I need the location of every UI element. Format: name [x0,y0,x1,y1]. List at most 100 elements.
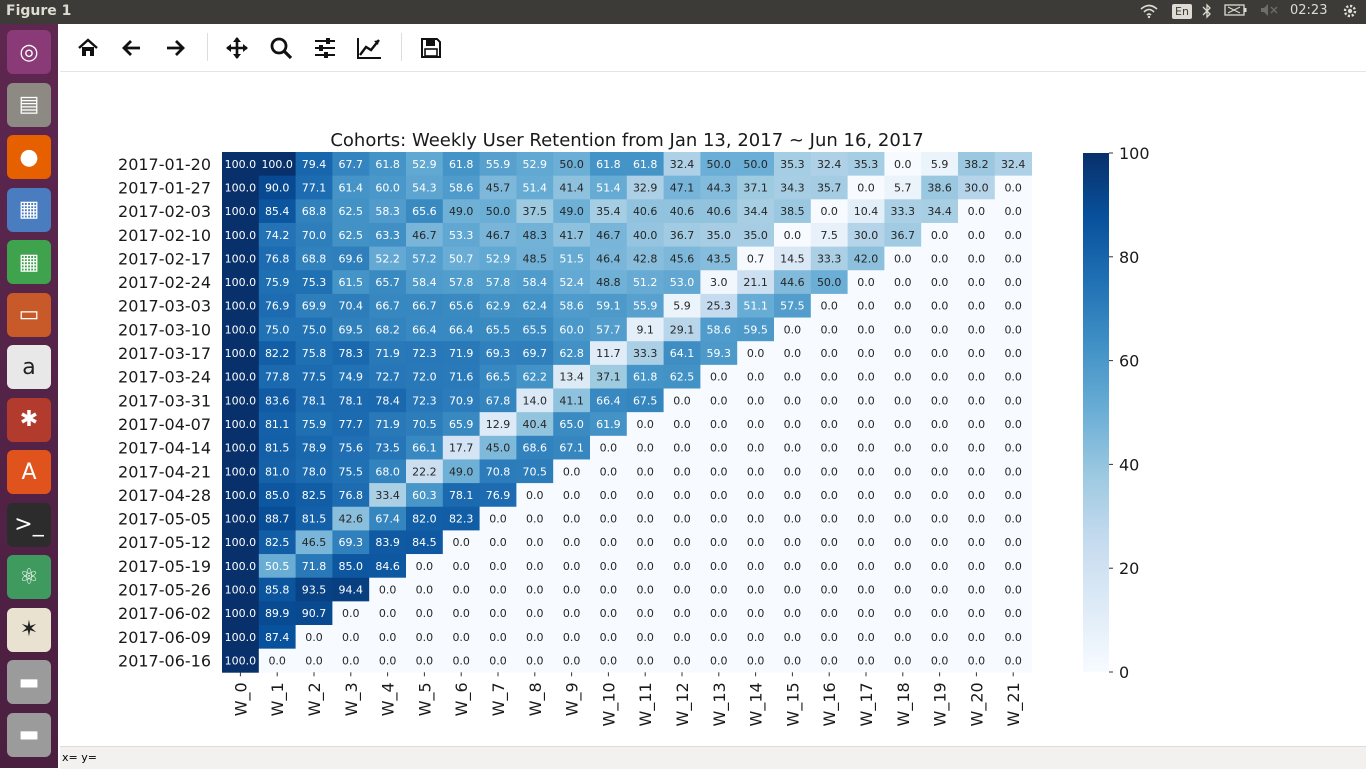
amazon-icon[interactable]: a [7,345,51,389]
cell-value-label: 74.2 [265,229,290,242]
heatmap-cell [369,152,407,177]
heatmap-cell [553,246,591,271]
heatmap-cell [553,152,591,177]
heatmap-cell [663,554,701,579]
heatmap-cell [295,530,333,555]
colorbar-tick-label: 40 [1119,455,1139,474]
system-settings-icon[interactable]: ✱ [7,397,51,442]
figure-canvas[interactable]: Cohorts: Weekly User Retention from Jan … [60,72,1366,745]
cell-value-label: 79.4 [302,158,327,171]
cell-value-label: 0.0 [710,560,728,573]
heatmap-cell [406,317,444,342]
heatmap-cell [442,152,480,177]
heatmap-cell [774,270,812,295]
presentation-icon[interactable]: ▭ [7,292,51,337]
cell-value-label: 67.1 [559,442,584,455]
cell-value-label: 0.0 [857,442,875,455]
cell-value-label: 51.4 [596,181,621,194]
cell-value-label: 85.0 [265,489,290,502]
battery-icon[interactable] [1224,3,1248,21]
cell-value-label: 77.7 [339,418,364,431]
cell-value-label: 0.0 [636,607,654,620]
document-viewer-icon[interactable]: ▦ [7,187,51,232]
heatmap-cell [663,648,701,673]
heatmap-cell [369,625,407,650]
heatmap-cell [553,341,591,366]
atom-icon[interactable]: ⚛ [7,555,51,599]
cell-value-label: 0.0 [931,536,949,549]
heatmap-cell [884,530,922,555]
cell-value-label: 0.0 [820,631,838,644]
heatmap-cell [994,152,1032,177]
heatmap-cell [884,175,922,200]
cell-value-label: 0.0 [931,276,949,289]
gear-icon[interactable] [1342,3,1358,23]
cell-value-label: 0.0 [1004,489,1022,502]
cell-value-label: 0.0 [931,394,949,407]
heatmap-cell [958,435,996,460]
heatmap-cell [663,317,701,342]
configure-subplots-button[interactable] [309,32,341,64]
heatmap-cell [590,341,628,366]
x-tick-label: W_21 [1004,682,1024,726]
cell-value-label: 0.0 [452,560,470,573]
cell-value-label: 0.0 [379,631,397,644]
heatmap-cell [847,364,885,389]
heatmap-cell [774,506,812,531]
cell-value-label: 70.0 [302,229,327,242]
heatmap-cell [847,341,885,366]
ubuntu-dash-icon[interactable]: ◎ [7,30,51,74]
cell-value-label: 62.4 [523,300,548,313]
heatmap-cell [663,601,701,626]
heatmap-cell [884,341,922,366]
heatmap-cell [258,222,296,247]
zoom-button[interactable] [265,32,297,64]
volume-muted-icon[interactable] [1260,3,1280,21]
cell-value-label: 0.0 [894,584,912,597]
cell-value-label: 0.0 [526,654,544,667]
home-button[interactable] [72,32,104,64]
disk-drive-2-icon[interactable]: ▬ [7,712,51,757]
pinwheel-app-icon[interactable]: ✶ [7,607,51,652]
clock[interactable]: 02:23 [1290,3,1328,18]
cell-value-label: 0.0 [820,300,838,313]
cell-value-label: 77.1 [302,181,327,194]
save-button[interactable] [415,32,447,64]
cell-value-label: 37.1 [596,371,621,384]
cell-value-label: 55.9 [633,300,658,313]
terminal-icon[interactable]: >_ [7,502,51,547]
files-icon[interactable]: ▤ [7,82,51,127]
cell-value-label: 59.5 [743,323,768,336]
back-button[interactable] [116,32,148,64]
heatmap-cell [479,152,517,177]
cell-value-label: 100.0 [225,631,257,644]
heatmap-cell [479,601,517,626]
heatmap-cell [479,364,517,389]
cell-value-label: 0.0 [857,607,875,620]
disk-drive-icon[interactable]: ▬ [7,660,51,704]
heatmap-cell [737,648,775,673]
cell-value-label: 0.0 [931,607,949,620]
cell-value-label: 0.0 [342,631,360,644]
cell-value-label: 0.0 [784,584,802,597]
heatmap-cell [847,293,885,318]
heatmap-cell [663,625,701,650]
wifi-icon[interactable] [1140,3,1158,23]
heatmap-cell [332,270,370,295]
heatmap-cell [884,506,922,531]
heatmap-cell [994,317,1032,342]
cell-value-label: 44.3 [707,181,732,194]
keyboard-language[interactable]: En [1172,4,1192,19]
heatmap-cell [737,341,775,366]
heatmap-cell [479,483,517,508]
firefox-icon[interactable]: ● [7,135,51,179]
heatmap-cell [994,601,1032,626]
spreadsheet-icon[interactable]: ▦ [7,240,51,284]
bluetooth-icon[interactable] [1202,3,1212,23]
software-center-icon[interactable]: A [7,450,51,494]
edit-axis-button[interactable] [353,32,385,64]
heatmap-cell [884,577,922,602]
forward-button[interactable] [159,32,191,64]
cell-value-label: 0.0 [784,418,802,431]
pan-button[interactable] [221,32,253,64]
